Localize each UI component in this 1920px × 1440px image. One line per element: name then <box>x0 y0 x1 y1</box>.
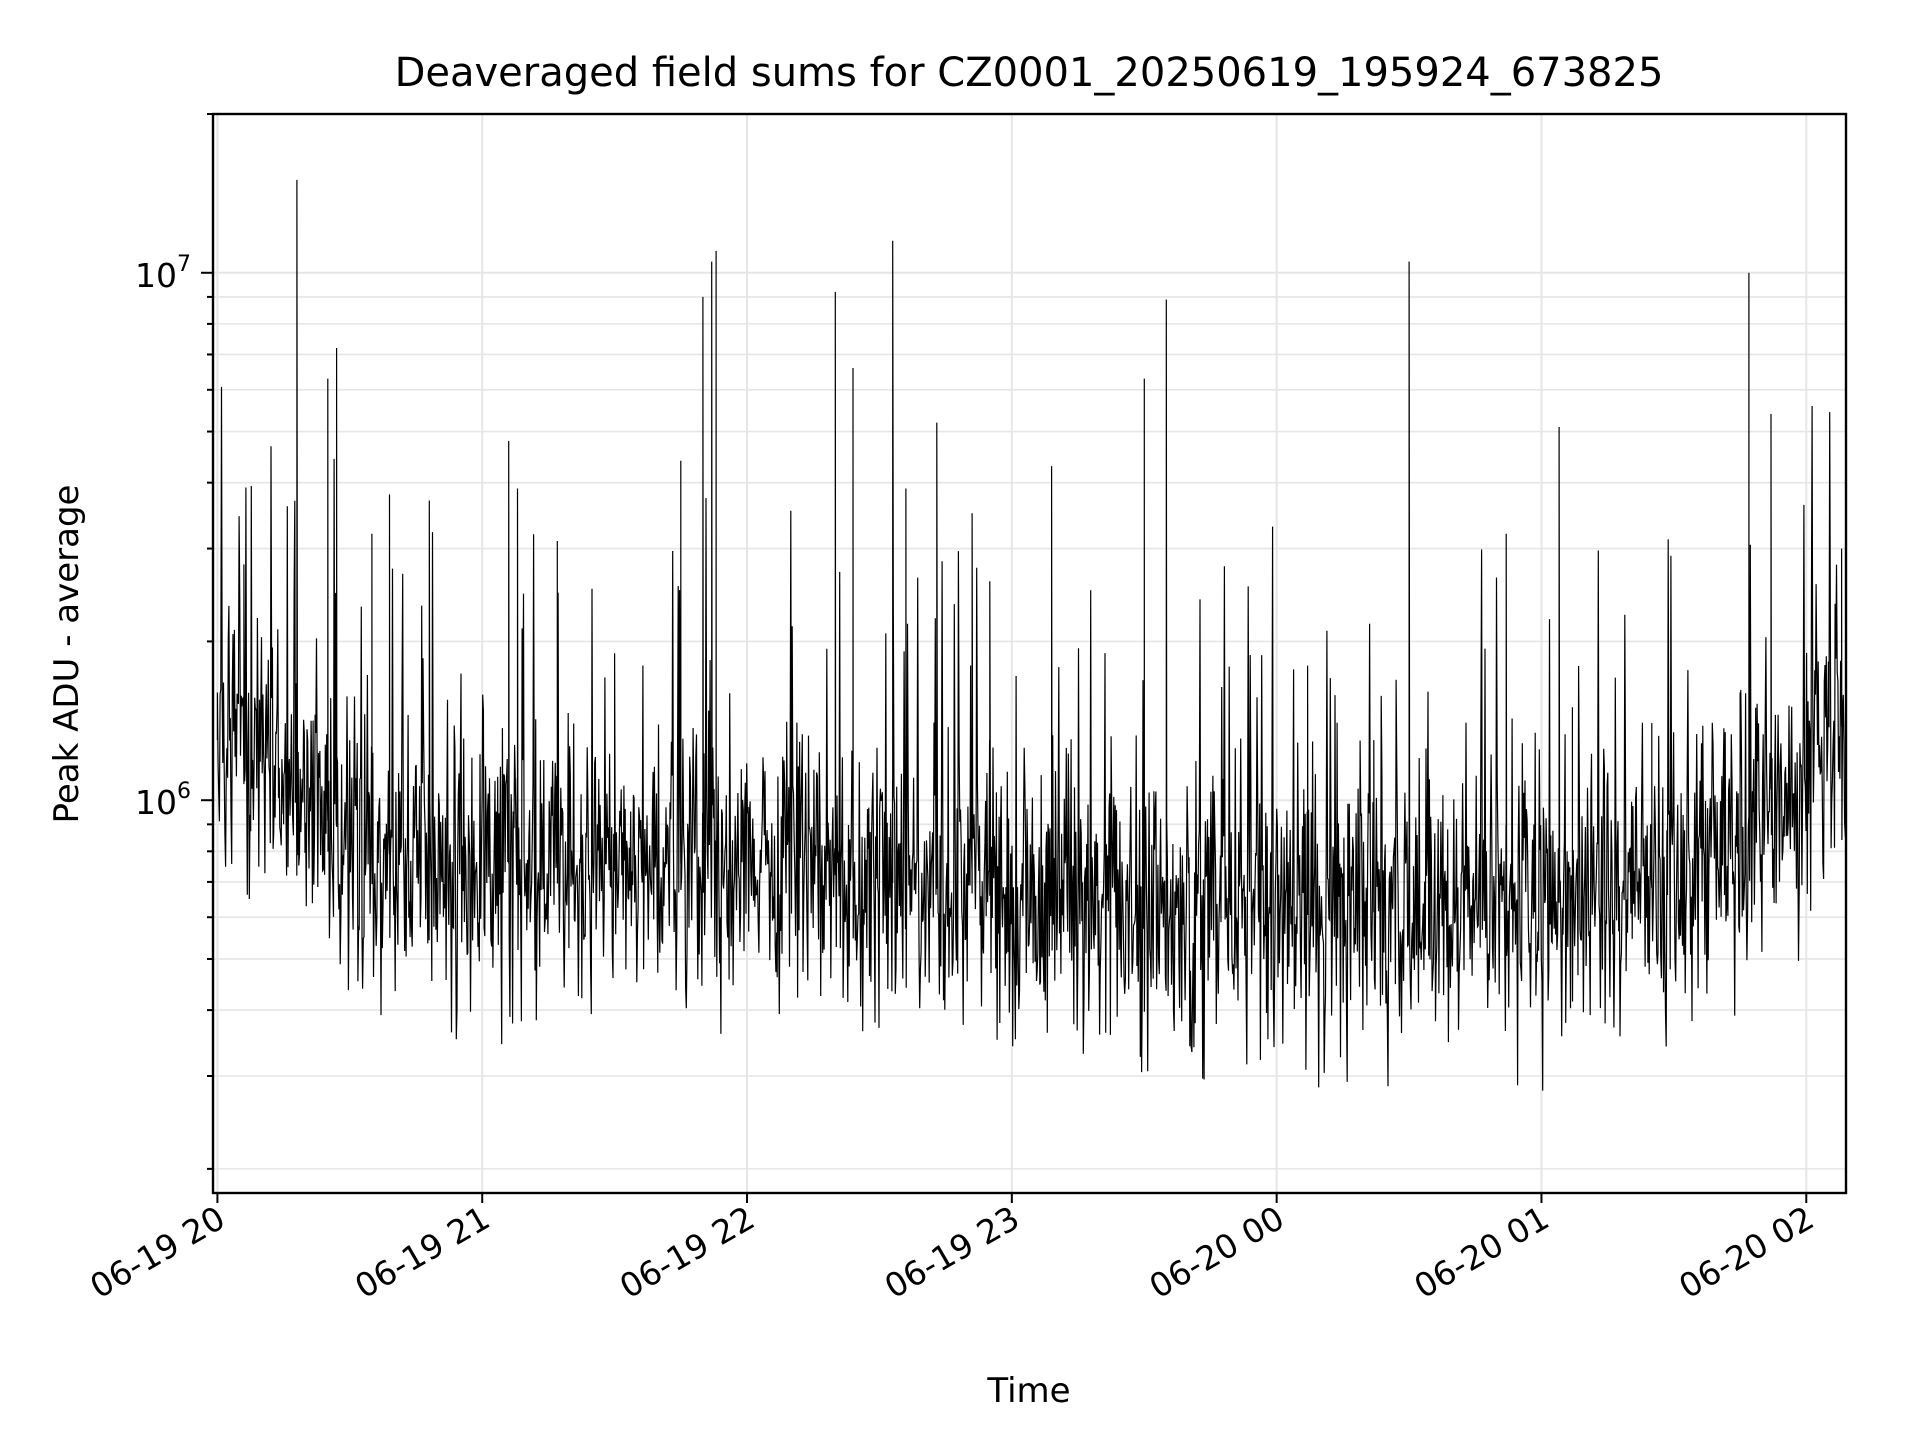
grid <box>213 113 1846 1193</box>
plot-frame <box>211 112 1848 1195</box>
y-tick-exponent: 6 <box>177 779 191 804</box>
y-axis-label: Peak ADU - average <box>47 485 87 824</box>
y-tick-base: 10 <box>135 783 177 822</box>
plot-area <box>216 179 1846 1091</box>
y-tick-label: 107 <box>135 252 191 295</box>
y-tick-base: 10 <box>135 256 177 295</box>
x-axis-label: Time <box>986 1371 1070 1411</box>
series-line <box>216 179 1846 1091</box>
y-tick-label: 106 <box>135 779 191 822</box>
chart-title: Deaveraged field sums for CZ0001_2025061… <box>395 50 1664 96</box>
y-tick-exponent: 7 <box>177 252 191 277</box>
